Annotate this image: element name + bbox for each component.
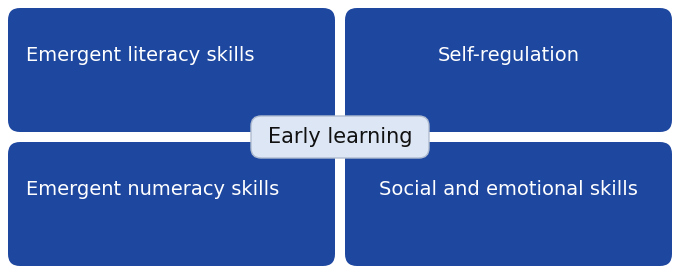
Text: Emergent numeracy skills: Emergent numeracy skills (26, 180, 279, 199)
FancyBboxPatch shape (8, 142, 335, 266)
FancyBboxPatch shape (251, 116, 429, 158)
FancyBboxPatch shape (345, 142, 672, 266)
Text: Self-regulation: Self-regulation (437, 45, 579, 65)
Text: Social and emotional skills: Social and emotional skills (379, 180, 638, 199)
Text: Emergent literacy skills: Emergent literacy skills (26, 45, 254, 65)
FancyBboxPatch shape (8, 8, 335, 132)
Text: Early learning: Early learning (268, 127, 412, 147)
FancyBboxPatch shape (345, 8, 672, 132)
